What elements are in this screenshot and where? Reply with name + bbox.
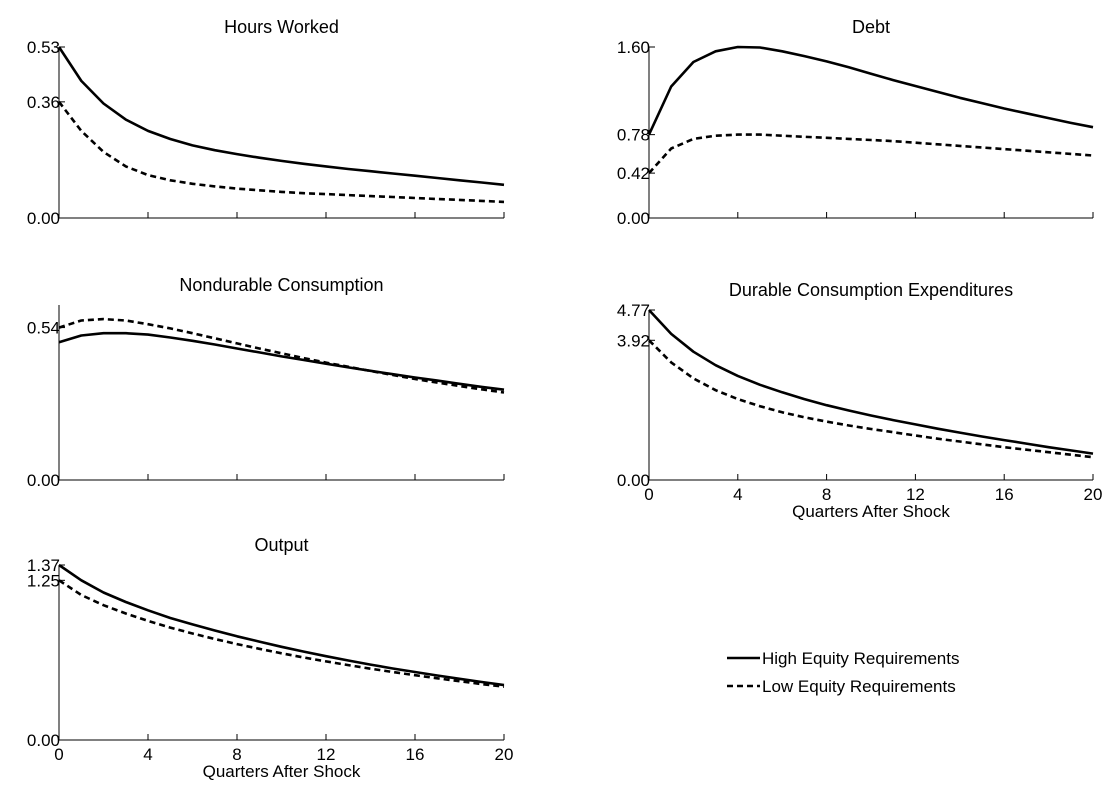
legend-label-high: High Equity Requirements [762, 649, 959, 668]
y-tick-label: 1.60 [617, 38, 650, 57]
x-axis-label: Quarters After Shock [792, 502, 950, 521]
y-tick-label: 1.25 [27, 571, 60, 590]
panel-2: Nondurable Consumption 0.54 0.00 [27, 275, 505, 490]
series-line-low-equity [57, 101, 505, 204]
series-line-low-equity [58, 317, 505, 394]
x-tick-label: 20 [495, 745, 514, 764]
y-tick-label: 3.92 [617, 331, 650, 350]
panel-title: Hours Worked [224, 17, 339, 37]
legend-label-low: Low Equity Requirements [762, 677, 956, 696]
series-line-low-equity [648, 133, 1094, 174]
series-line-high-equity [58, 563, 505, 687]
x-axis-label: Quarters After Shock [203, 762, 361, 781]
panels: Hours Worked 0.53 0.36 0.00 Debt 1.60 0.78 0.42… [27, 17, 1103, 781]
series-line-low-equity [648, 339, 1094, 459]
x-tick-label: 16 [406, 745, 425, 764]
y-tick-label: 0.00 [617, 209, 650, 228]
x-tick-label: 4 [143, 745, 152, 764]
y-tick-label: 0.36 [27, 93, 60, 112]
y-tick-label: 1.37 [27, 556, 60, 575]
x-tick-label: 12 [317, 745, 336, 764]
panel-title: Durable Consumption Expenditures [729, 280, 1013, 300]
y-tick-label: 0.00 [27, 731, 60, 750]
panel-title: Debt [852, 17, 890, 37]
y-tick-label: 0.00 [617, 471, 650, 490]
panel-3: Durable Consumption Expenditures 4.77 3.92… [617, 280, 1103, 521]
legend: High Equity Requirements Low Equity Requ… [727, 649, 959, 696]
y-tick-label: 0.00 [27, 209, 60, 228]
y-tick-label: 0.53 [27, 38, 60, 57]
x-tick-label: 8 [822, 485, 831, 504]
x-tick-label: 0 [644, 485, 653, 504]
x-tick-label: 8 [232, 745, 241, 764]
y-tick-label: 0.54 [27, 319, 60, 338]
y-tick-label: 4.77 [617, 301, 650, 320]
y-tick-label: 0.00 [27, 471, 60, 490]
panel-1: Debt 1.60 0.78 0.42 0.00 [617, 17, 1094, 228]
series-line-high-equity [648, 309, 1094, 455]
y-tick-label: 0.78 [617, 126, 650, 145]
series-line-high-equity [57, 46, 505, 187]
panel-0: Hours Worked 0.53 0.36 0.00 [27, 17, 505, 228]
series-line-high-equity [58, 331, 505, 391]
x-tick-label: 12 [906, 485, 925, 504]
series-line-low-equity [58, 579, 505, 688]
panel-4: Output 1.371.25 0.000 4 8 12 16 20 Quarters Afte… [27, 535, 514, 781]
panel-title: Nondurable Consumption [179, 275, 383, 295]
panel-title: Output [254, 535, 308, 555]
x-tick-label: 4 [733, 485, 742, 504]
series-line-high-equity [647, 45, 1094, 136]
x-tick-label: 16 [995, 485, 1014, 504]
x-tick-label: 20 [1084, 485, 1103, 504]
x-tick-label: 0 [54, 745, 63, 764]
y-tick-label: 0.42 [617, 164, 650, 183]
